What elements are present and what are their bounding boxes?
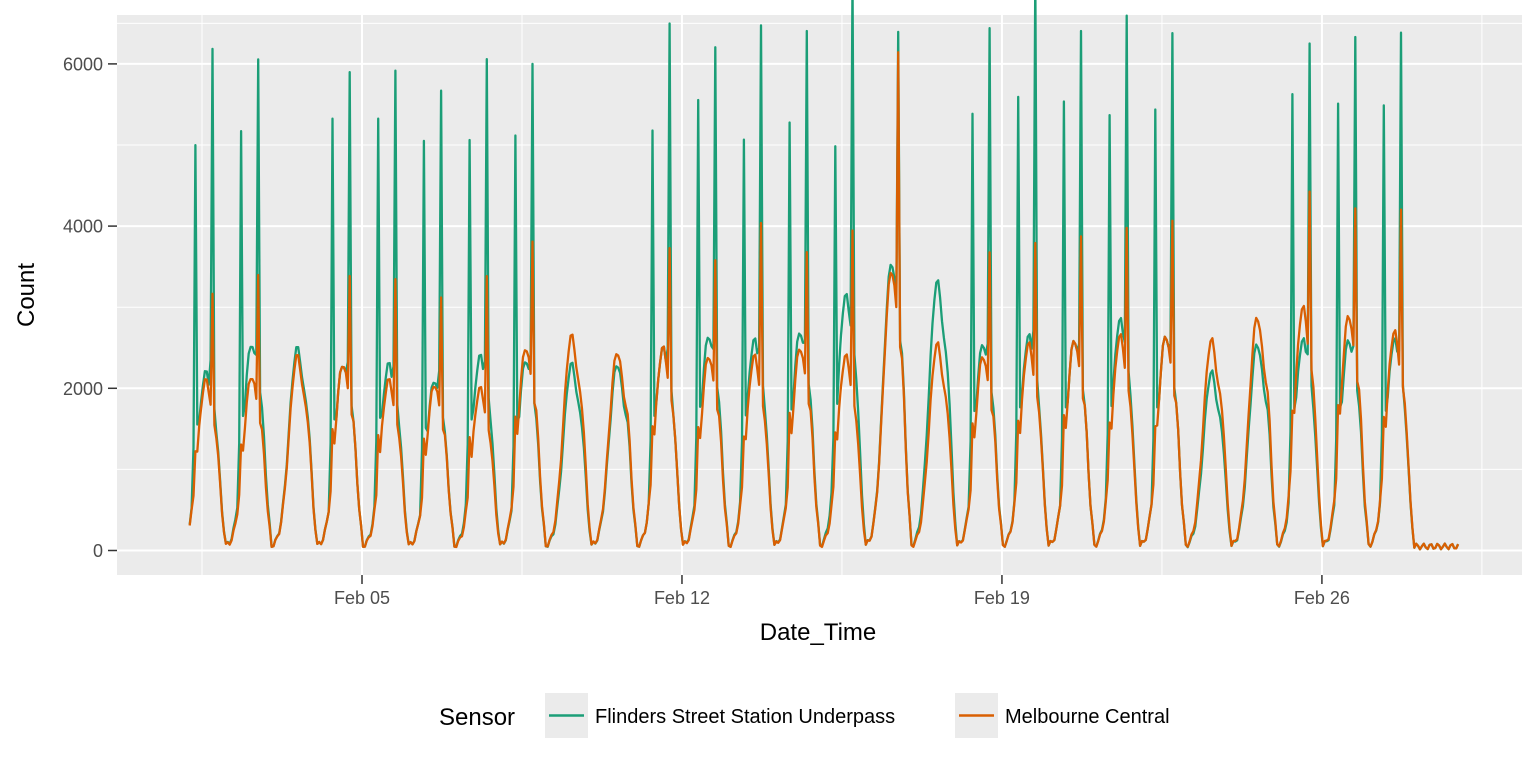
series-lines [188,0,1460,551]
x-tick-label: Feb 12 [654,588,710,608]
y-axis-title: Count [13,263,40,327]
x-tick-label: Feb 26 [1294,588,1350,608]
x-axis-title: Date_Time [760,619,876,646]
y-tick-label: 2000 [63,379,103,399]
legend-title: Sensor [439,704,515,731]
legend-label-melbourne: Melbourne Central [1005,706,1170,728]
series-line-melbourne [188,51,1460,551]
x-axis: Feb 05 Feb 12 Feb 19 Feb 26 [334,575,1350,608]
y-axis: 0 2000 4000 6000 [63,54,117,561]
legend: Sensor Flinders Street Station Underpass… [439,693,1170,738]
y-tick-label: 6000 [63,54,103,74]
legend-label-flinders: Flinders Street Station Underpass [595,706,895,728]
y-tick-label: 0 [93,541,103,561]
x-tick-label: Feb 05 [334,588,390,608]
y-tick-label: 4000 [63,217,103,237]
x-tick-label: Feb 19 [974,588,1030,608]
